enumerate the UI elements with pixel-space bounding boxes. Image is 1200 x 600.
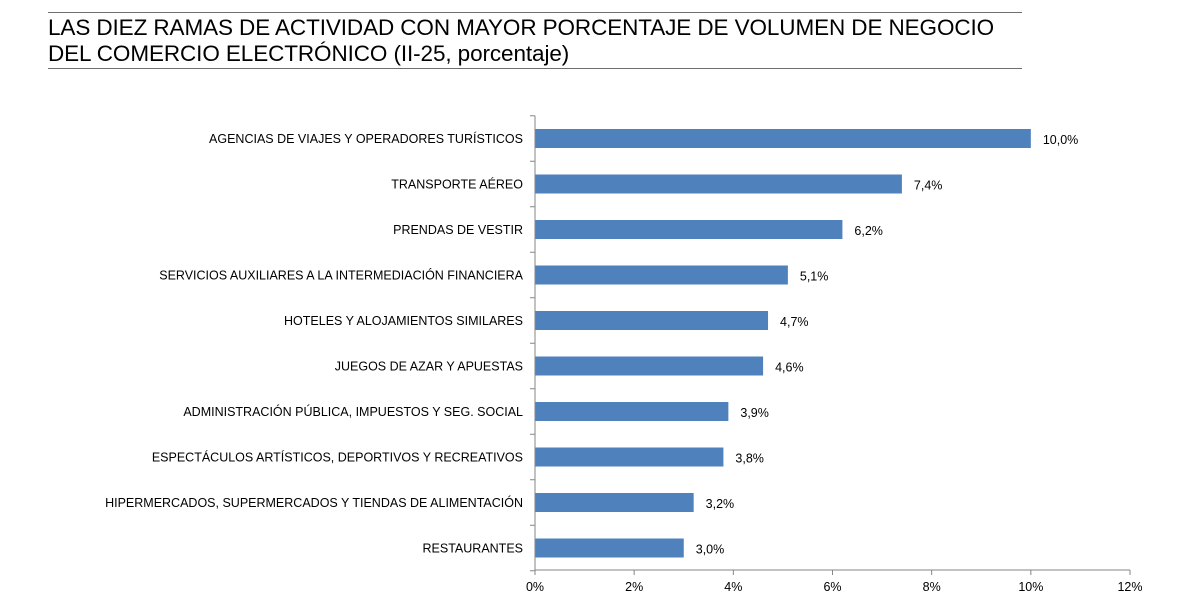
category-label: PRENDAS DE VESTIR bbox=[393, 223, 523, 237]
x-tick-label: 12% bbox=[1117, 580, 1142, 594]
category-label: JUEGOS DE AZAR Y APUESTAS bbox=[335, 360, 523, 374]
x-tick-label: 10% bbox=[1018, 580, 1043, 594]
bar bbox=[535, 538, 684, 558]
x-tick-label: 2% bbox=[625, 580, 643, 594]
bar bbox=[535, 447, 724, 467]
bar bbox=[535, 493, 694, 512]
x-tick-label: 8% bbox=[923, 580, 941, 594]
axes-group: 0% 2% 4% 6% 8% 10% 12% bbox=[526, 115, 1143, 594]
value-label: 3,9% bbox=[740, 406, 769, 420]
value-label: 6,2% bbox=[854, 224, 883, 238]
title-bottom-rule bbox=[48, 68, 1022, 69]
chart-title-block: LAS DIEZ RAMAS DE ACTIVIDAD CON MAYOR PO… bbox=[48, 12, 1022, 69]
value-label: 4,7% bbox=[780, 315, 809, 329]
bar bbox=[535, 220, 843, 239]
category-label: ADMINISTRACIÓN PÚBLICA, IMPUESTOS Y SEG.… bbox=[183, 404, 523, 419]
title-top-rule bbox=[48, 12, 1022, 13]
category-label: HOTELES Y ALOJAMIENTOS SIMILARES bbox=[284, 314, 523, 328]
bar bbox=[535, 265, 788, 285]
value-labels: 10,0% 7,4% 6,2% 5,1% 4,7% 4,6% 3,9% 3,8% 3,2% 3,0… bbox=[696, 133, 1079, 557]
x-tick-label: 6% bbox=[823, 580, 841, 594]
value-label: 4,6% bbox=[775, 361, 804, 375]
category-label: ESPECTÁCULOS ARTÍSTICOS, DEPORTIVOS Y RE… bbox=[152, 450, 523, 465]
value-label: 3,0% bbox=[696, 543, 725, 557]
value-label: 3,2% bbox=[706, 497, 735, 511]
x-tick-label: 4% bbox=[724, 580, 742, 594]
bar bbox=[535, 311, 769, 330]
value-label: 3,8% bbox=[735, 452, 764, 466]
category-label: RESTAURANTES bbox=[423, 542, 523, 556]
bar bbox=[535, 356, 764, 376]
category-label: AGENCIAS DE VIAJES Y OPERADORES TURÍSTIC… bbox=[209, 131, 523, 146]
chart-title-line-2: DEL COMERCIO ELECTRÓNICO (II-25, porcent… bbox=[48, 41, 570, 66]
bars-group bbox=[535, 129, 1031, 558]
bar bbox=[535, 129, 1031, 148]
value-label: 5,1% bbox=[800, 270, 829, 284]
category-label: TRANSPORTE AÉREO bbox=[391, 177, 523, 192]
category-label: HIPERMERCADOS, SUPERMERCADOS Y TIENDAS D… bbox=[105, 495, 523, 510]
value-label: 7,4% bbox=[914, 179, 943, 193]
value-label: 10,0% bbox=[1043, 133, 1078, 147]
x-tick-label: 0% bbox=[526, 580, 544, 594]
category-labels: AGENCIAS DE VIAJES Y OPERADORES TURÍSTIC… bbox=[105, 131, 524, 556]
category-label: SERVICIOS AUXILIARES A LA INTERMEDIACIÓN… bbox=[159, 268, 523, 283]
bar bbox=[535, 174, 902, 194]
chart-title-line-1: LAS DIEZ RAMAS DE ACTIVIDAD CON MAYOR PO… bbox=[48, 15, 995, 40]
bar bbox=[535, 402, 729, 421]
